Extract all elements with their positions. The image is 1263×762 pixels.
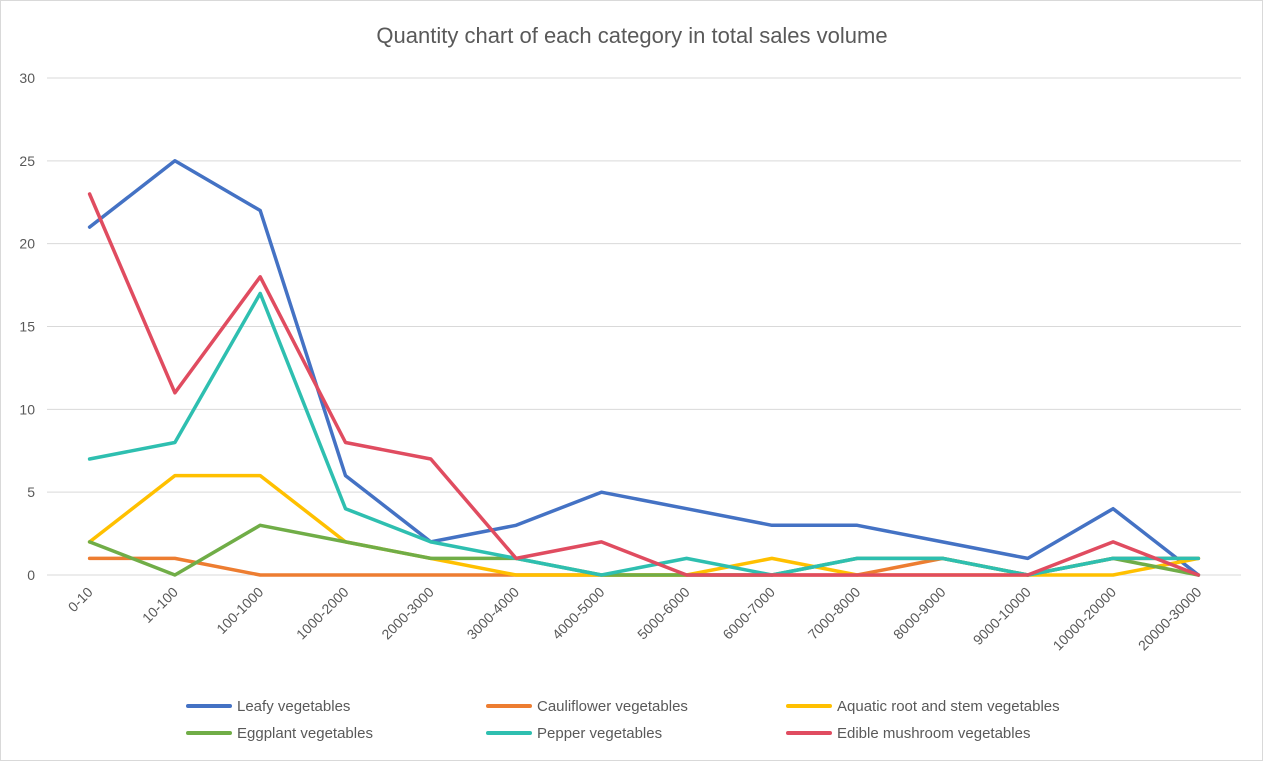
y-tick-label: 30 [19, 70, 35, 86]
x-tick-label: 0-10 [65, 584, 96, 615]
legend-label: Eggplant vegetables [237, 725, 373, 742]
legend-item: Leafy vegetables [186, 698, 350, 715]
gridlines [47, 77, 1241, 576]
legend-label: Edible mushroom vegetables [837, 725, 1030, 742]
series-lines [87, 159, 1201, 577]
legend-item: Pepper vegetables [486, 725, 662, 742]
x-tick-label: 1000-2000 [293, 584, 352, 643]
x-tick-label: 7000-8000 [805, 584, 864, 643]
x-tick-label: 6000-7000 [719, 584, 778, 643]
y-tick-label: 20 [19, 236, 35, 252]
y-tick-label: 10 [19, 401, 35, 417]
y-tick-label: 15 [19, 319, 35, 335]
x-axis: 0-10 10-100 100-1000 1000-2000 2000-3000 3000… [65, 584, 1205, 654]
y-tick-label: 0 [27, 567, 35, 583]
x-tick-label: 10-100 [139, 584, 181, 626]
legend-item: Cauliflower vegetables [486, 698, 688, 715]
legend-item: Edible mushroom vegetables [786, 725, 1030, 742]
legend: Leafy vegetables Cauliflower vegetables Aq… [186, 698, 1060, 742]
y-tick-label: 25 [19, 153, 35, 169]
x-tick-label: 20000-30000 [1135, 584, 1205, 654]
x-tick-label: 100-1000 [213, 584, 266, 637]
series-line-leafy-vegetables [87, 159, 1201, 577]
series-line-pepper-vegetables [87, 291, 1201, 577]
x-tick-label: 2000-3000 [378, 584, 437, 643]
y-axis: 0 5 10 15 20 25 30 [19, 70, 35, 583]
legend-label: Cauliflower vegetables [537, 698, 688, 715]
chart-title: Quantity chart of each category in total… [376, 23, 887, 48]
legend-label: Aquatic root and stem vegetables [837, 698, 1060, 715]
legend-label: Pepper vegetables [537, 725, 662, 742]
x-tick-label: 5000-6000 [634, 584, 693, 643]
series-line-edible-mushroom-vegetables [87, 192, 1201, 577]
x-tick-label: 4000-5000 [549, 584, 608, 643]
legend-item: Aquatic root and stem vegetables [786, 698, 1060, 715]
x-tick-label: 3000-4000 [464, 584, 523, 643]
x-tick-label: 9000-10000 [970, 584, 1034, 648]
legend-label: Leafy vegetables [237, 698, 350, 715]
y-tick-label: 5 [27, 484, 35, 500]
legend-item: Eggplant vegetables [186, 725, 373, 742]
x-tick-label: 10000-20000 [1050, 584, 1120, 654]
x-tick-label: 8000-9000 [890, 584, 949, 643]
